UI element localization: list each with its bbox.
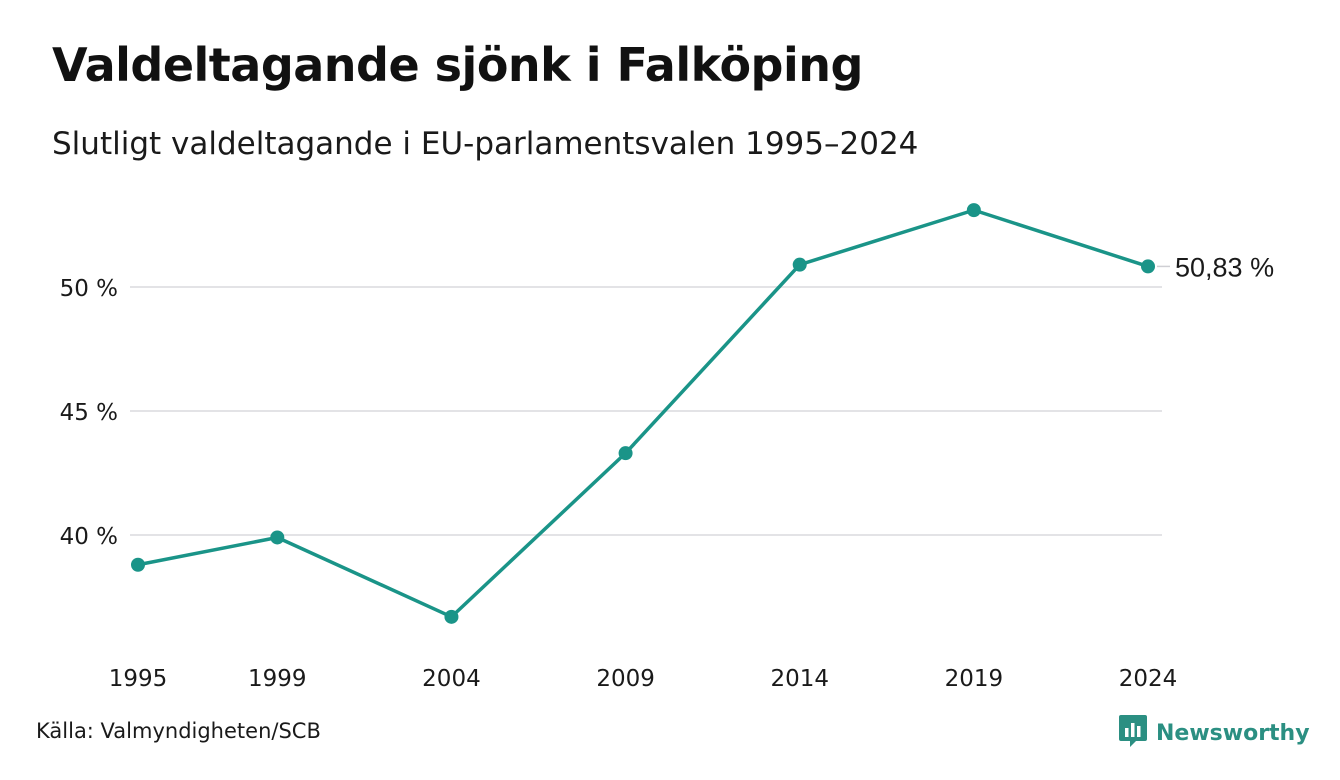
end-label-layer: 50,83 %: [1157, 252, 1274, 282]
bar-chart-speech-bubble-icon: [1118, 714, 1148, 753]
chart-title: Valdeltagande sjönk i Falköping: [52, 38, 863, 92]
x-tick-label: 2004: [422, 666, 481, 692]
x-tick-label: 2014: [770, 666, 829, 692]
x-tick-label: 1999: [248, 666, 307, 692]
y-tick-label: 45 %: [60, 400, 118, 426]
x-tick-label: 1995: [109, 666, 168, 692]
source-note: Källa: Valmyndigheten/SCB: [36, 719, 321, 743]
data-point[interactable]: [131, 557, 145, 572]
series-line: [136, 208, 1150, 619]
data-point[interactable]: [1141, 259, 1155, 274]
x-tick-label: 2019: [945, 666, 1004, 692]
data-point[interactable]: [270, 530, 285, 545]
data-point[interactable]: [444, 609, 459, 624]
series-line-layer: [136, 208, 1150, 619]
end-value-label: 50,83 %: [1175, 252, 1274, 282]
y-axis-tick-labels: 40 % 45 % 50 %: [60, 276, 118, 550]
y-tick-label: 40 %: [60, 524, 118, 550]
data-point[interactable]: [618, 446, 633, 461]
y-tick-label: 50 %: [60, 276, 118, 302]
data-point[interactable]: [966, 203, 981, 218]
x-tick-label: 2009: [596, 666, 655, 692]
x-axis-tick-labels: 1995 1999 2004 2009 2014 2019 2024: [109, 666, 1178, 692]
data-point[interactable]: [792, 257, 807, 272]
grid-layer: [130, 286, 1162, 536]
chart-subtitle: Slutligt valdeltagande i EU-parlamentsva…: [52, 126, 919, 162]
x-tick-label: 2024: [1119, 666, 1178, 692]
brand-logo[interactable]: Newsworthy: [1118, 714, 1310, 753]
data-points-layer: [131, 203, 1155, 624]
brand-name: Newsworthy: [1156, 721, 1310, 746]
